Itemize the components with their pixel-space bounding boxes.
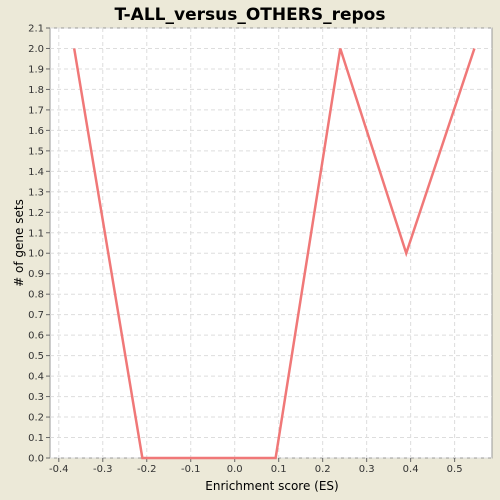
chart-title: T-ALL_versus_OTHERS_repos bbox=[115, 5, 386, 25]
x-tick-label: -0.3 bbox=[93, 464, 113, 475]
x-tick-label: 0.3 bbox=[359, 464, 375, 475]
x-tick-label: -0.2 bbox=[137, 464, 157, 475]
axis-ticks: 0.0 0.1 0.2 0.3 0.4 0.5 0.6 0.7 0.8 0.9 1.0 1.1 1.2 1… bbox=[28, 24, 462, 476]
y-tick-label: 1.9 bbox=[28, 64, 44, 75]
y-tick-label: 2.1 bbox=[28, 24, 44, 35]
y-tick-label: 0.8 bbox=[28, 290, 44, 301]
y-tick-label: 0.9 bbox=[28, 269, 44, 280]
x-tick-label: 0.2 bbox=[315, 464, 331, 475]
y-tick-label: 1.0 bbox=[28, 249, 44, 260]
y-tick-label: 0.0 bbox=[28, 454, 44, 465]
x-tick-label: 0.1 bbox=[271, 464, 287, 475]
x-tick-label: -0.4 bbox=[49, 464, 69, 475]
series-lines bbox=[72, 48, 476, 460]
x-tick-label: 0.4 bbox=[403, 464, 419, 475]
y-tick-label: 0.7 bbox=[28, 310, 44, 321]
y-tick-label: 2.0 bbox=[28, 44, 44, 55]
y-tick-label: 1.6 bbox=[28, 126, 44, 137]
y-tick-label: 1.7 bbox=[28, 105, 44, 116]
grid-lines bbox=[50, 27, 492, 459]
y-tick-label: 1.3 bbox=[28, 187, 44, 198]
x-tick-label: 0.5 bbox=[447, 464, 463, 475]
y-tick-label: 1.8 bbox=[28, 85, 44, 96]
y-tick-label: 0.5 bbox=[28, 351, 44, 362]
y-tick-label: 0.3 bbox=[28, 392, 44, 403]
y-tick-label: 0.2 bbox=[28, 413, 44, 424]
y-tick-label: 1.1 bbox=[28, 228, 44, 239]
y-axis-label: # of gene sets bbox=[12, 199, 26, 287]
y-tick-label: 1.4 bbox=[28, 167, 44, 178]
y-tick-label: 0.1 bbox=[28, 433, 44, 444]
y-tick-label: 1.2 bbox=[28, 208, 44, 219]
y-tick-label: 0.4 bbox=[28, 372, 44, 383]
x-tick-label: 0.0 bbox=[227, 464, 243, 475]
series-line bbox=[72, 48, 476, 460]
y-tick-label: 0.6 bbox=[28, 331, 44, 342]
y-tick-label: 1.5 bbox=[28, 146, 44, 157]
plot-area bbox=[49, 27, 493, 459]
x-axis-label: Enrichment score (ES) bbox=[205, 479, 338, 493]
x-tick-label: -0.1 bbox=[181, 464, 201, 475]
